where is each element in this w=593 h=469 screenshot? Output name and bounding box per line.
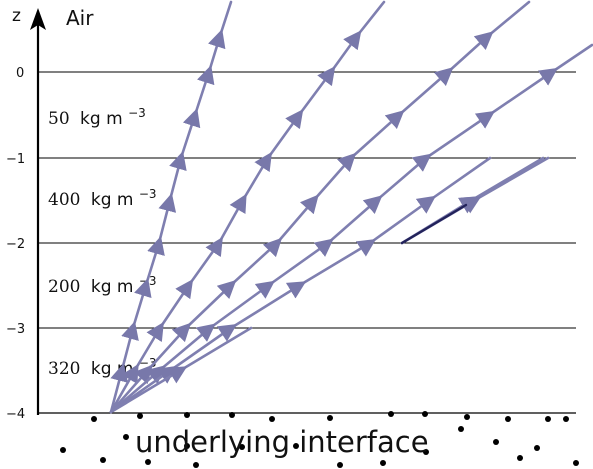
interface-dot (91, 416, 97, 422)
interface-dot (184, 412, 190, 418)
layer-2-density: 400 kg m −3 (48, 187, 157, 210)
ray-5 (109, 156, 492, 414)
interface-dot (123, 434, 129, 440)
layer-1-density: 50 kg m −3 (48, 106, 146, 129)
underlying-interface-label: underlying interface (135, 425, 429, 459)
interface-dot (137, 413, 143, 419)
interface-dot (193, 462, 199, 468)
ray-6 (109, 326, 253, 414)
layer-2-value: 400 (48, 190, 80, 210)
interface-dot (337, 462, 343, 468)
interface-dot (184, 443, 190, 449)
interface-dot (60, 447, 66, 453)
interface-dot (505, 416, 511, 422)
interface-dot (145, 459, 151, 465)
interface-dot (563, 416, 569, 422)
interface-dot (100, 457, 106, 463)
layer-3-value: 200 (48, 277, 80, 297)
interface-dot (422, 411, 428, 417)
interface-dot (464, 414, 470, 420)
layer-4-unit: kg m (91, 359, 134, 379)
interface-dot (423, 449, 429, 455)
interface-dot (388, 411, 394, 417)
interface-dot (380, 460, 386, 466)
layer-2-unit: kg m (91, 190, 134, 210)
interface-dot (229, 412, 235, 418)
z-tick-4: −4 (6, 407, 25, 422)
interface-dot (545, 416, 551, 422)
z-tick-1: −1 (6, 152, 25, 167)
ray-dark-segment (400, 203, 468, 245)
layer-3-unit: kg m (91, 277, 134, 297)
interface-dot (269, 416, 275, 422)
interface-dots (60, 411, 579, 468)
interface-dot (293, 443, 299, 449)
layer-1-unit: kg m (80, 109, 123, 129)
ray-2 (109, 0, 386, 414)
layer-1-value: 50 (48, 109, 70, 129)
layer-3-density: 200 kg m −3 (48, 274, 157, 297)
z-axis: z 0 −1 −2 −3 −4 (6, 6, 46, 422)
z-tick-2: −2 (6, 237, 25, 252)
air-label: Air (66, 6, 94, 30)
interface-dot (327, 415, 333, 421)
layer-1-exp: −3 (128, 106, 146, 120)
z-tick-0: 0 (16, 66, 24, 81)
layer-4-value: 320 (48, 359, 80, 379)
interface-dot (458, 426, 464, 432)
z-tick-3: −3 (6, 322, 25, 337)
ray-3 (109, 0, 531, 414)
interface-dot (573, 460, 579, 466)
layer-2-exp: −3 (139, 187, 157, 201)
interface-dot (493, 439, 499, 445)
z-axis-label: z (12, 6, 21, 26)
ray-4 (109, 43, 593, 414)
interface-dot (239, 444, 245, 450)
interface-dot (534, 445, 540, 451)
rays (109, 0, 593, 414)
z-axis-arrow-icon (30, 8, 46, 30)
interface-dot (517, 455, 523, 461)
